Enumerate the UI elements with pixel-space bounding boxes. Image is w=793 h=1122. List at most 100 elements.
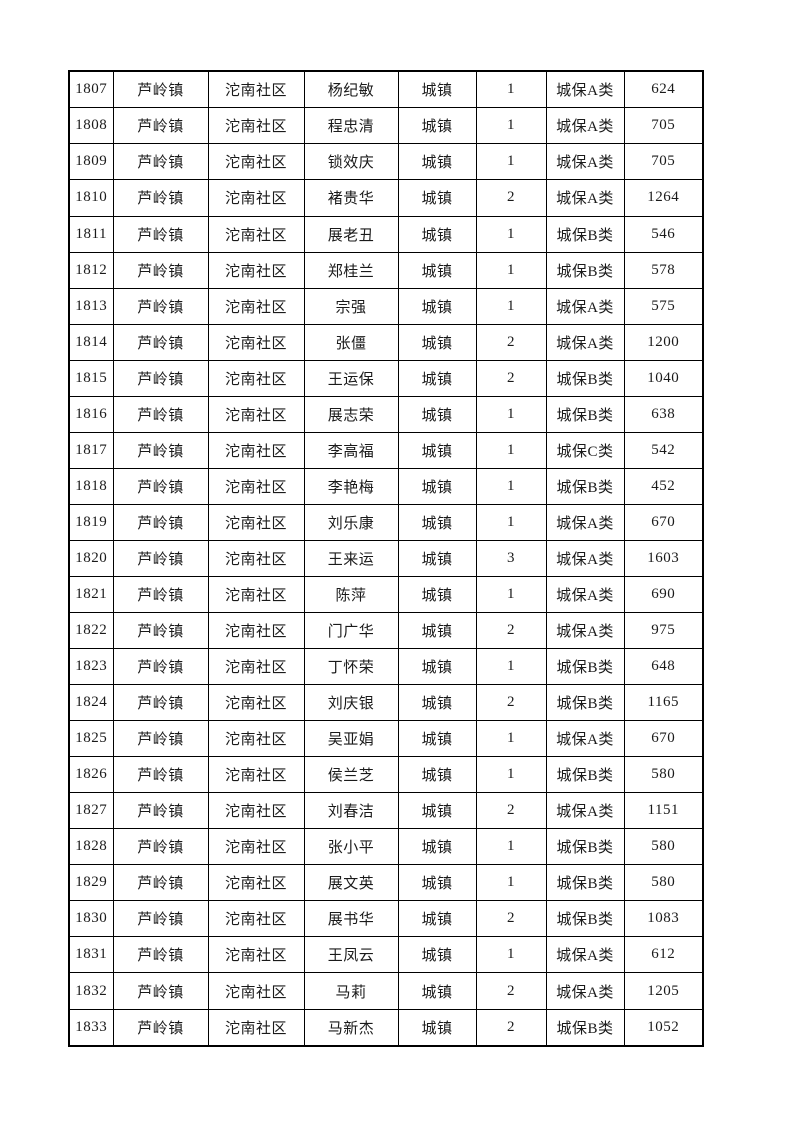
cell-serial_number: 1829 [68, 864, 114, 902]
table-row: 1820 芦岭镇 沱南社区 王来运 城镇 3 城保A类 1603 [68, 539, 704, 577]
cell-serial_number: 1825 [68, 720, 114, 758]
cell-amount: 624 [623, 70, 704, 109]
cell-amount: 452 [623, 467, 704, 505]
cell-name: 刘乐康 [303, 503, 399, 541]
cell-town: 芦岭镇 [112, 179, 209, 217]
cell-amount: 580 [623, 756, 704, 794]
cell-name: 刘春洁 [303, 792, 399, 830]
cell-serial_number: 1823 [68, 648, 114, 686]
cell-community: 沱南社区 [207, 648, 305, 686]
cell-amount: 1165 [623, 684, 704, 722]
table-row: 1830 芦岭镇 沱南社区 展书华 城镇 2 城保B类 1083 [68, 900, 704, 938]
cell-amount: 670 [623, 720, 704, 758]
cell-serial_number: 1830 [68, 900, 114, 938]
cell-person_count: 1 [475, 287, 547, 325]
cell-serial_number: 1820 [68, 539, 114, 577]
cell-person_count: 1 [475, 395, 547, 433]
cell-household_type: 城镇 [397, 251, 477, 289]
cell-town: 芦岭镇 [112, 575, 209, 614]
cell-town: 芦岭镇 [112, 864, 209, 902]
cell-person_count: 1 [475, 143, 547, 181]
cell-person_count: 2 [475, 900, 547, 938]
cell-town: 芦岭镇 [112, 972, 209, 1010]
cell-category: 城保A类 [545, 792, 625, 830]
cell-town: 芦岭镇 [112, 1008, 209, 1047]
cell-amount: 648 [623, 648, 704, 686]
cell-town: 芦岭镇 [112, 107, 209, 145]
cell-amount: 1052 [623, 1008, 704, 1047]
cell-name: 展书华 [303, 900, 399, 938]
cell-category: 城保B类 [545, 395, 625, 433]
cell-category: 城保A类 [545, 323, 625, 361]
table-row: 1817 芦岭镇 沱南社区 李高福 城镇 1 城保C类 542 [68, 431, 704, 469]
cell-serial_number: 1832 [68, 972, 114, 1010]
cell-household_type: 城镇 [397, 1008, 477, 1047]
cell-community: 沱南社区 [207, 864, 305, 902]
cell-name: 程忠清 [303, 107, 399, 145]
cell-household_type: 城镇 [397, 972, 477, 1010]
cell-category: 城保B类 [545, 467, 625, 505]
cell-person_count: 1 [475, 431, 547, 469]
cell-person_count: 1 [475, 467, 547, 505]
cell-household_type: 城镇 [397, 648, 477, 686]
cell-amount: 638 [623, 395, 704, 433]
cell-amount: 1040 [623, 359, 704, 397]
cell-community: 沱南社区 [207, 539, 305, 577]
cell-community: 沱南社区 [207, 431, 305, 469]
cell-category: 城保A类 [545, 503, 625, 541]
cell-serial_number: 1816 [68, 395, 114, 433]
cell-household_type: 城镇 [397, 359, 477, 397]
table-row: 1829 芦岭镇 沱南社区 展文英 城镇 1 城保B类 580 [68, 864, 704, 902]
cell-serial_number: 1817 [68, 431, 114, 469]
cell-category: 城保B类 [545, 215, 625, 253]
table-row: 1818 芦岭镇 沱南社区 李艳梅 城镇 1 城保B类 452 [68, 467, 704, 505]
cell-serial_number: 1812 [68, 251, 114, 289]
cell-town: 芦岭镇 [112, 143, 209, 181]
cell-household_type: 城镇 [397, 720, 477, 758]
cell-category: 城保C类 [545, 431, 625, 469]
cell-household_type: 城镇 [397, 467, 477, 505]
cell-amount: 705 [623, 143, 704, 181]
table-row: 1811 芦岭镇 沱南社区 展老丑 城镇 1 城保B类 546 [68, 215, 704, 253]
table-row: 1819 芦岭镇 沱南社区 刘乐康 城镇 1 城保A类 670 [68, 503, 704, 541]
cell-person_count: 1 [475, 503, 547, 541]
cell-community: 沱南社区 [207, 287, 305, 325]
table-row: 1828 芦岭镇 沱南社区 张小平 城镇 1 城保B类 580 [68, 828, 704, 866]
table-row: 1815 芦岭镇 沱南社区 王运保 城镇 2 城保B类 1040 [68, 359, 704, 397]
cell-category: 城保B类 [545, 864, 625, 902]
cell-name: 李高福 [303, 431, 399, 469]
cell-name: 马新杰 [303, 1008, 399, 1047]
cell-community: 沱南社区 [207, 251, 305, 289]
cell-category: 城保A类 [545, 720, 625, 758]
cell-serial_number: 1807 [68, 70, 114, 109]
cell-community: 沱南社区 [207, 684, 305, 722]
cell-household_type: 城镇 [397, 70, 477, 109]
cell-household_type: 城镇 [397, 900, 477, 938]
table-row: 1825 芦岭镇 沱南社区 吴亚娟 城镇 1 城保A类 670 [68, 720, 704, 758]
cell-household_type: 城镇 [397, 503, 477, 541]
cell-community: 沱南社区 [207, 612, 305, 650]
cell-household_type: 城镇 [397, 179, 477, 217]
cell-name: 展老丑 [303, 215, 399, 253]
cell-household_type: 城镇 [397, 756, 477, 794]
cell-name: 褚贵华 [303, 179, 399, 217]
cell-community: 沱南社区 [207, 1008, 305, 1047]
cell-serial_number: 1818 [68, 467, 114, 505]
cell-household_type: 城镇 [397, 864, 477, 902]
cell-category: 城保B类 [545, 1008, 625, 1047]
cell-person_count: 2 [475, 684, 547, 722]
cell-category: 城保A类 [545, 143, 625, 181]
cell-name: 锁效庆 [303, 143, 399, 181]
cell-name: 宗强 [303, 287, 399, 325]
cell-amount: 580 [623, 864, 704, 902]
cell-amount: 575 [623, 287, 704, 325]
cell-community: 沱南社区 [207, 792, 305, 830]
table-row: 1822 芦岭镇 沱南社区 门广华 城镇 2 城保A类 975 [68, 612, 704, 650]
cell-community: 沱南社区 [207, 972, 305, 1010]
cell-community: 沱南社区 [207, 323, 305, 361]
cell-person_count: 2 [475, 1008, 547, 1047]
table-row: 1832 芦岭镇 沱南社区 马莉 城镇 2 城保A类 1205 [68, 972, 704, 1010]
cell-category: 城保A类 [545, 612, 625, 650]
cell-person_count: 2 [475, 323, 547, 361]
cell-town: 芦岭镇 [112, 503, 209, 541]
